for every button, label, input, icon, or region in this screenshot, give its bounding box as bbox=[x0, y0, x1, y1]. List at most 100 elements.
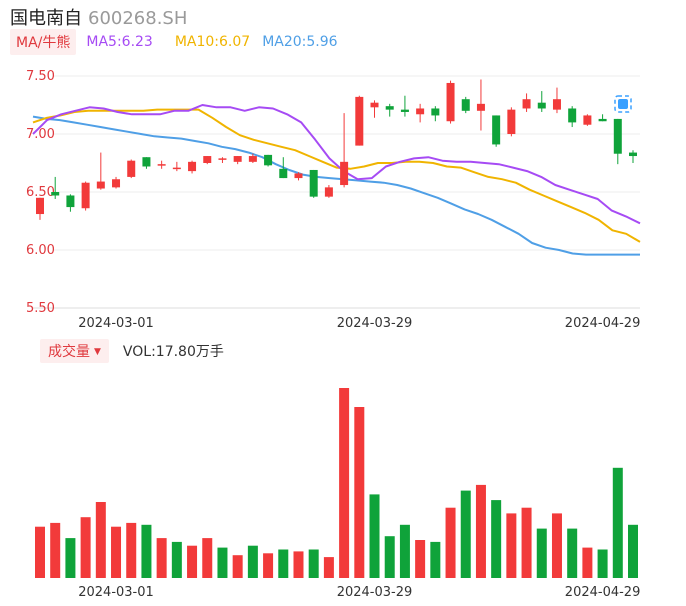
volume-bar bbox=[293, 551, 304, 578]
y-tick-label: 6.50 bbox=[26, 185, 55, 200]
volume-bar bbox=[384, 536, 395, 578]
volume-bar bbox=[475, 484, 486, 578]
volume-bar bbox=[551, 513, 562, 578]
candle bbox=[476, 79, 485, 131]
candle bbox=[81, 181, 90, 211]
candle bbox=[233, 156, 242, 165]
candle-body bbox=[385, 106, 394, 110]
volume-x-axis: 2024-03-01 2024-03-29 2024-04-29 bbox=[78, 585, 640, 600]
x-tick-label: 2024-04-29 bbox=[565, 316, 641, 331]
candle-body bbox=[492, 115, 501, 145]
volume-bars bbox=[35, 388, 638, 578]
ma5-label: MA5:6.23 bbox=[86, 34, 153, 50]
candle bbox=[522, 93, 531, 112]
candle-body bbox=[355, 96, 364, 146]
volume-bar bbox=[415, 540, 426, 578]
candle-body bbox=[112, 179, 121, 188]
volume-bar bbox=[141, 524, 152, 578]
candle-body bbox=[294, 173, 303, 179]
volume-bar bbox=[278, 549, 289, 578]
candle bbox=[598, 114, 607, 122]
candle bbox=[142, 157, 151, 169]
volume-bar bbox=[65, 538, 76, 578]
candle-body bbox=[309, 169, 318, 197]
ma10-line bbox=[32, 108, 641, 243]
candle bbox=[629, 150, 637, 163]
candle bbox=[507, 107, 516, 137]
candle-body bbox=[522, 99, 531, 109]
candle bbox=[355, 95, 364, 146]
candle-body bbox=[507, 109, 516, 134]
stock-code: 600268.SH bbox=[88, 8, 188, 29]
candle-body bbox=[51, 192, 60, 196]
candle bbox=[203, 156, 212, 165]
volume-bar bbox=[323, 557, 334, 578]
candle bbox=[446, 80, 455, 124]
candle bbox=[96, 152, 105, 190]
candle bbox=[552, 87, 561, 114]
candle-body bbox=[431, 108, 440, 116]
price-grid bbox=[33, 75, 640, 309]
volume-bar bbox=[506, 513, 517, 578]
volume-bar bbox=[263, 553, 274, 578]
volume-bar bbox=[628, 524, 638, 578]
stock-name: 国电南自 bbox=[10, 8, 82, 29]
candle bbox=[218, 157, 227, 163]
candle-body bbox=[340, 161, 349, 186]
volume-bar bbox=[399, 524, 410, 578]
candle bbox=[370, 100, 379, 118]
volume-bar bbox=[308, 549, 319, 578]
candle-body bbox=[416, 108, 425, 115]
ma10-label: MA10:6.07 bbox=[174, 34, 251, 50]
candle bbox=[279, 157, 288, 179]
volume-bar bbox=[111, 526, 122, 578]
ma-bull-bear-button[interactable]: MA/牛熊 bbox=[10, 29, 77, 55]
candle-body bbox=[400, 109, 409, 112]
stock-title: 国电南自 600268.SH bbox=[10, 4, 187, 30]
ma20-label: MA20:5.96 bbox=[262, 34, 338, 50]
candle-body bbox=[537, 102, 546, 109]
volume-legend: 成交量 ▼ VOL:17.80万手 bbox=[40, 339, 224, 363]
volume-value: VOL:17.80万手 bbox=[122, 344, 224, 360]
price-x-axis: 2024-03-01 2024-03-29 2024-04-29 bbox=[78, 316, 640, 331]
volume-indicator-button[interactable]: 成交量 ▼ bbox=[40, 339, 109, 363]
x-tick-label: 2024-03-29 bbox=[337, 585, 413, 600]
candle bbox=[461, 96, 470, 114]
volume-bar bbox=[217, 547, 228, 578]
volume-bar bbox=[369, 494, 380, 578]
volume-bar bbox=[339, 388, 350, 578]
candle bbox=[416, 103, 425, 123]
candle-body bbox=[81, 182, 90, 209]
candle-body bbox=[96, 181, 105, 189]
candle bbox=[188, 160, 197, 174]
x-tick-label: 2024-03-01 bbox=[78, 316, 154, 331]
candle bbox=[613, 118, 622, 165]
candle-body bbox=[461, 99, 470, 111]
candle-body bbox=[157, 164, 166, 166]
volume-bar bbox=[460, 490, 471, 578]
volume-bar bbox=[430, 541, 441, 578]
candle-body bbox=[476, 103, 485, 111]
x-tick-label: 2024-04-29 bbox=[565, 585, 641, 600]
candle bbox=[66, 194, 75, 212]
candle-body bbox=[279, 168, 288, 179]
ma-legend: MA/牛熊 MA5:6.23 MA10:6.07 MA20:5.96 bbox=[10, 29, 338, 55]
volume-bar bbox=[202, 538, 213, 578]
volume-bar bbox=[232, 555, 243, 578]
candle-body bbox=[264, 154, 273, 166]
candle bbox=[294, 172, 303, 181]
candle-body bbox=[324, 187, 333, 197]
y-tick-label: 6.00 bbox=[26, 243, 55, 258]
candle-body bbox=[248, 156, 257, 162]
candle-body bbox=[36, 197, 44, 215]
candle-body bbox=[66, 195, 75, 208]
x-tick-label: 2024-03-01 bbox=[78, 585, 154, 600]
volume-bar bbox=[171, 541, 182, 578]
candle bbox=[340, 113, 349, 188]
volume-bar bbox=[50, 522, 61, 578]
volume-bar bbox=[35, 526, 45, 578]
volume-bar bbox=[126, 522, 137, 578]
candle bbox=[127, 159, 136, 179]
volume-bar bbox=[247, 545, 258, 578]
